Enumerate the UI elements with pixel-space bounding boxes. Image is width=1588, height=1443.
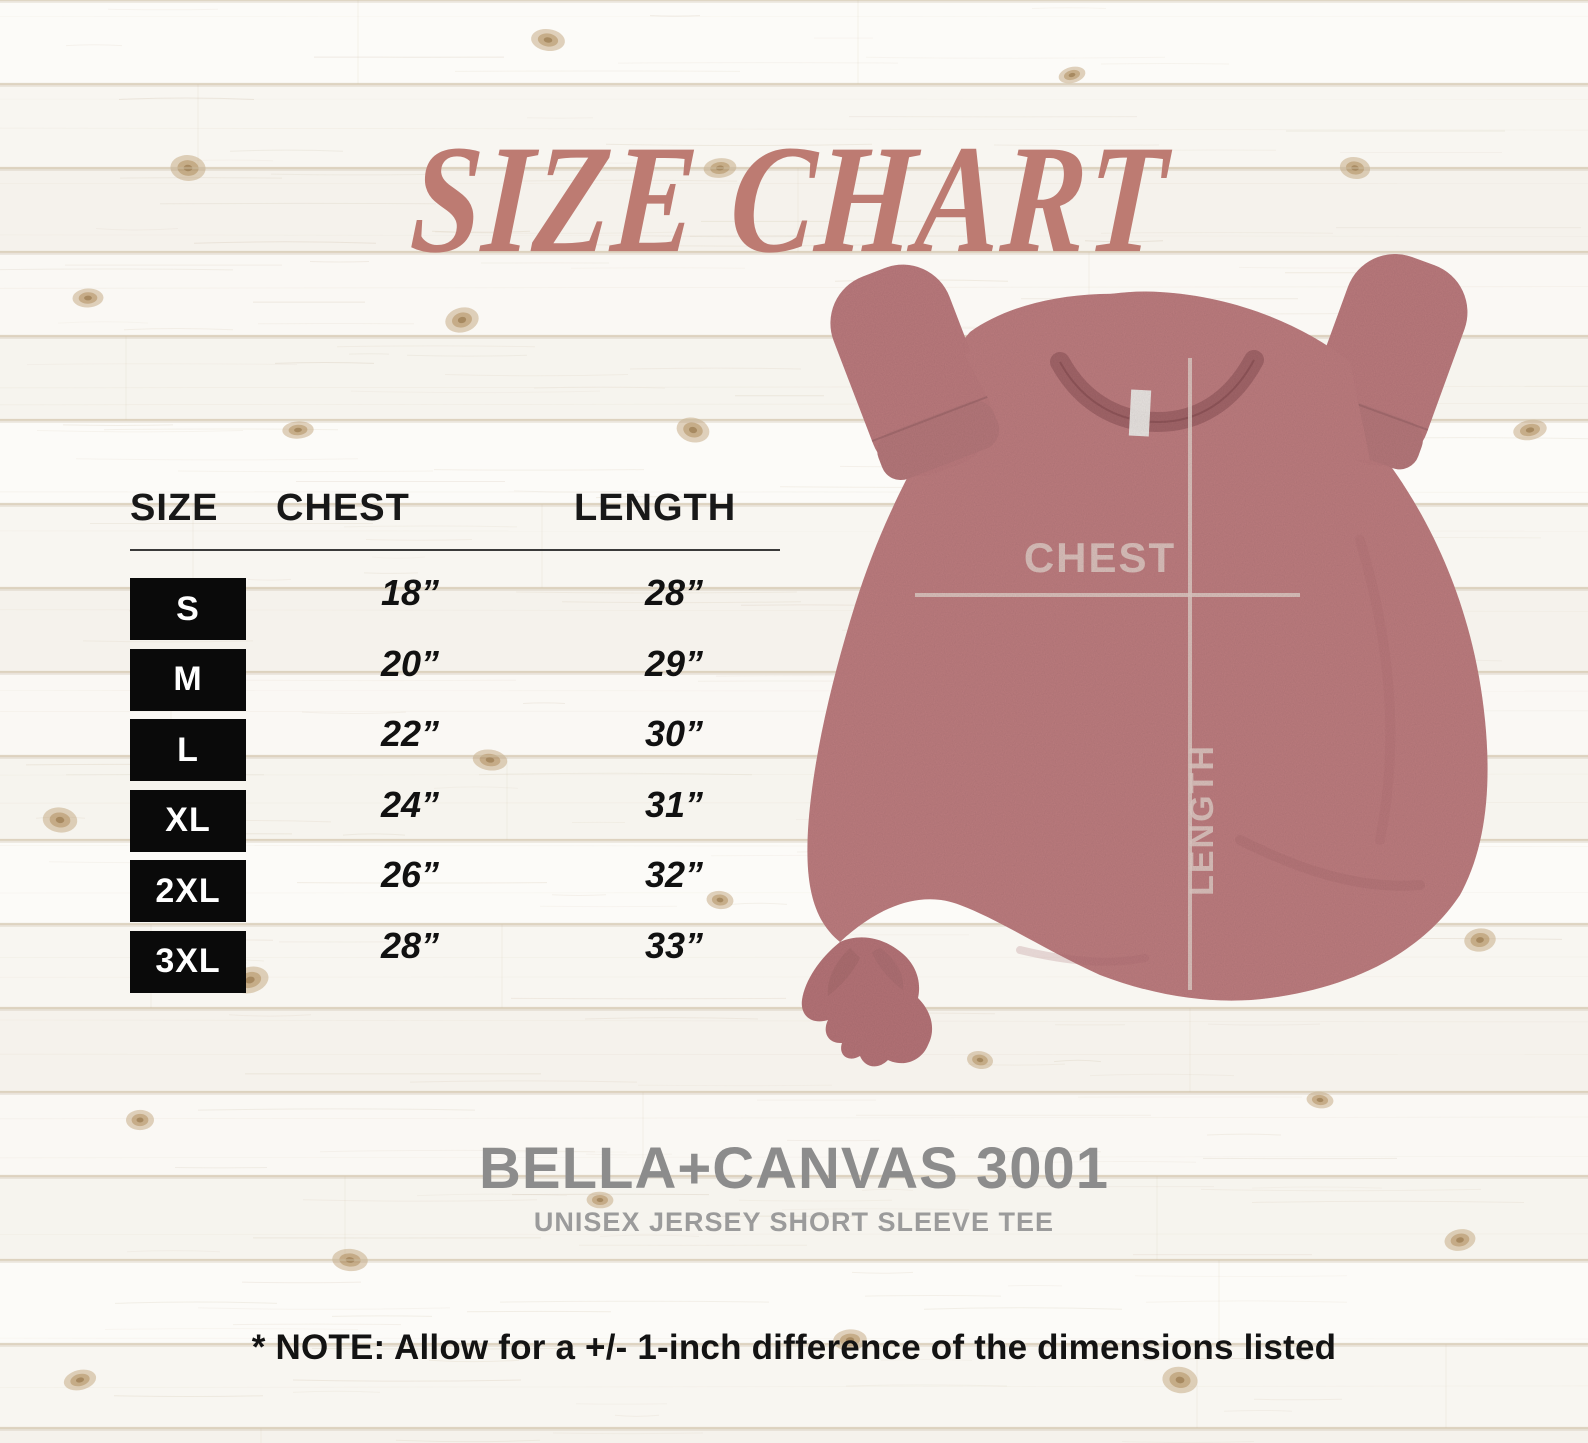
svg-text:CHEST: CHEST: [1024, 534, 1176, 581]
svg-text:LENGTH: LENGTH: [1183, 744, 1221, 896]
